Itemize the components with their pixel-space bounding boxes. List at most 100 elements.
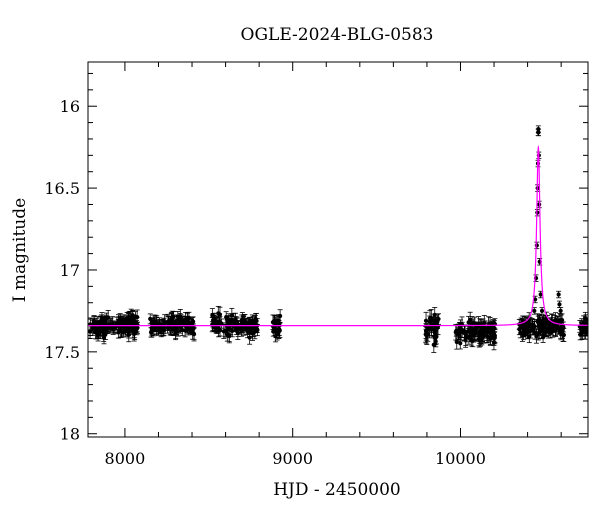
point-marker: [539, 308, 545, 314]
point-marker: [234, 320, 239, 325]
point-marker: [191, 319, 196, 324]
point-marker: [469, 332, 474, 337]
point-marker: [522, 328, 527, 333]
point-marker: [429, 315, 434, 321]
point-marker: [247, 335, 252, 340]
model-curve: [88, 144, 588, 327]
point-marker: [517, 327, 522, 332]
data-point: [457, 337, 463, 350]
point-marker: [458, 341, 463, 346]
point-marker: [585, 325, 588, 330]
data-point: [534, 313, 540, 329]
point-marker: [106, 315, 111, 320]
point-marker: [156, 325, 161, 330]
data-point: [104, 322, 110, 334]
data-point: [131, 326, 137, 342]
point-marker: [112, 325, 118, 330]
point-marker: [118, 328, 123, 333]
point-marker: [468, 327, 473, 332]
data-point: [558, 307, 564, 315]
point-marker: [235, 327, 241, 333]
point-marker: [432, 334, 437, 339]
point-marker: [579, 326, 584, 332]
y-tick-label: 16: [60, 97, 80, 116]
point-marker: [436, 316, 441, 322]
point-marker: [225, 332, 230, 337]
point-marker: [88, 329, 93, 334]
point-marker: [534, 243, 539, 248]
point-marker: [185, 321, 190, 326]
data-point: [558, 324, 564, 341]
point-marker: [538, 292, 543, 297]
data-point: [516, 323, 522, 336]
y-tick-label: 16.5: [44, 179, 80, 198]
data-point: [534, 241, 540, 250]
point-marker: [554, 324, 559, 329]
data-point: [436, 313, 442, 325]
data-points: [88, 125, 588, 353]
data-point: [217, 316, 223, 329]
data-point: [223, 311, 229, 324]
data-point: [463, 330, 469, 348]
data-point: [174, 315, 180, 330]
point-marker: [149, 320, 155, 325]
x-tick-label: 9000: [272, 449, 313, 468]
point-marker: [547, 330, 553, 335]
point-marker: [432, 312, 437, 317]
data-point: [526, 329, 532, 344]
data-point: [190, 316, 196, 327]
data-point: [556, 300, 562, 309]
data-point: [423, 323, 429, 341]
y-tick-label: 18: [60, 425, 80, 444]
point-marker: [541, 316, 546, 322]
data-point: [98, 323, 104, 337]
point-marker: [454, 339, 459, 345]
plot-frame: [87, 61, 589, 438]
point-marker: [149, 328, 154, 333]
point-marker: [224, 315, 229, 320]
point-marker: [217, 320, 222, 325]
point-marker: [123, 326, 128, 332]
point-marker: [546, 321, 552, 327]
point-marker: [173, 330, 178, 335]
point-marker: [532, 330, 538, 335]
data-point: [428, 309, 434, 327]
point-marker: [491, 326, 497, 331]
point-marker: [191, 331, 197, 336]
point-marker: [463, 337, 468, 342]
data-point: [112, 321, 118, 335]
data-point: [165, 313, 171, 330]
point-marker: [558, 308, 563, 314]
data-point: [554, 321, 560, 333]
data-point: [130, 309, 136, 321]
point-marker: [557, 302, 562, 307]
point-marker: [423, 318, 429, 323]
point-marker: [524, 324, 529, 329]
data-point: [538, 290, 544, 299]
data-point: [191, 327, 197, 340]
data-point: [122, 322, 128, 336]
data-point: [226, 313, 232, 327]
x-tick-label: 10000: [435, 449, 486, 468]
data-point: [533, 274, 539, 282]
point-marker: [130, 313, 135, 318]
data-point: [539, 307, 545, 315]
point-marker: [91, 319, 97, 324]
chart-title: OGLE-2024-BLG-0583: [241, 25, 434, 45]
data-point: [556, 290, 562, 299]
data-point: [540, 331, 546, 343]
axis-ticks: 8000 9000 10000 16 16.5 17 17.5 18: [44, 62, 588, 468]
point-marker: [482, 325, 488, 331]
data-point: [180, 315, 186, 332]
point-marker: [476, 334, 482, 339]
point-marker: [165, 319, 171, 324]
data-point: [91, 315, 97, 329]
data-point: [482, 320, 488, 336]
data-point: [155, 321, 161, 334]
data-point: [578, 322, 584, 336]
point-marker: [491, 336, 497, 341]
point-marker: [527, 334, 532, 339]
data-point: [473, 322, 479, 338]
data-point: [185, 316, 191, 332]
point-marker: [558, 330, 564, 335]
